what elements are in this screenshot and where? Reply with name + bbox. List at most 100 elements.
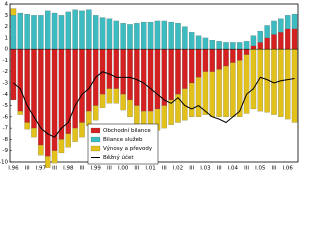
bar (134, 105, 140, 124)
bar (86, 111, 92, 126)
bar (202, 37, 209, 50)
bar (278, 49, 284, 117)
bar (250, 35, 257, 46)
bar (223, 65, 229, 117)
bar (141, 21, 147, 50)
bar (257, 30, 263, 43)
bar (189, 82, 195, 117)
bar (38, 15, 44, 50)
bar (264, 25, 270, 38)
bar (10, 8, 17, 16)
y-tick-label: -2 (3, 69, 8, 75)
bar (223, 49, 229, 67)
bar (168, 49, 174, 101)
x-tick-label: III (52, 166, 57, 172)
x-tick-label: I.03 (200, 166, 211, 172)
bar (38, 144, 44, 156)
bar (86, 49, 92, 112)
bar (120, 23, 126, 50)
bar (195, 77, 202, 117)
bar (223, 42, 229, 50)
bar (216, 41, 222, 50)
bar (168, 21, 174, 50)
bar (271, 34, 277, 50)
bar (31, 15, 37, 50)
bar (51, 12, 58, 50)
legend-label: Běžný účet (103, 154, 134, 161)
legend-label: Bilance služeb (103, 136, 143, 143)
bar (120, 49, 126, 95)
bar (106, 18, 113, 50)
bar (134, 23, 140, 50)
bar (161, 105, 167, 129)
x-tick-label: I.06 (283, 166, 294, 172)
bar (127, 99, 133, 117)
bar (237, 49, 243, 61)
y-tick-label: -5 (3, 103, 9, 109)
x-tick-label: I.98 (63, 166, 74, 172)
bar (58, 139, 65, 154)
bar (175, 94, 181, 123)
bar (72, 9, 78, 50)
bar (285, 15, 291, 29)
x-tick-label: III (80, 166, 85, 172)
bar (147, 49, 154, 112)
x-tick-label: III (244, 166, 249, 172)
legend-label: Výnosy a převody (103, 145, 153, 152)
y-tick-label: 0 (5, 47, 9, 53)
bar (250, 49, 257, 110)
chart: -10-9-8-7-6-5-4-3-2-101234I.96IIII.97III… (0, 2, 299, 172)
bar (291, 14, 298, 29)
x-tick-label: III (217, 166, 222, 172)
bar (278, 18, 284, 33)
bar (58, 49, 65, 140)
bar (38, 49, 44, 146)
bar (202, 71, 209, 115)
bar (175, 49, 181, 95)
bar (99, 94, 106, 108)
bar (271, 20, 277, 35)
bar (106, 49, 113, 89)
bar (216, 49, 222, 70)
legend-swatch (90, 136, 101, 143)
bar (230, 42, 236, 50)
x-tick-label: I.04 (228, 166, 239, 172)
bar (209, 49, 215, 72)
bar (216, 69, 222, 117)
bar (243, 54, 250, 114)
bar (189, 49, 195, 84)
y-tick-label: -10 (0, 160, 8, 166)
x-tick-label: III (25, 166, 30, 172)
bar (45, 49, 51, 157)
bar (17, 49, 23, 112)
bar (17, 111, 23, 115)
bar (72, 49, 78, 129)
bar (72, 128, 78, 142)
bar (45, 156, 51, 168)
bar (195, 35, 202, 50)
bar (182, 88, 188, 121)
bar (291, 49, 298, 123)
bar (237, 60, 243, 117)
bar (113, 49, 119, 89)
bar (154, 20, 161, 50)
bar (161, 49, 167, 106)
bar (65, 49, 71, 134)
bar (106, 88, 113, 104)
bar (243, 49, 250, 55)
x-tick-label: I.05 (255, 166, 266, 172)
bar (230, 62, 236, 117)
bar (127, 49, 133, 101)
bar (195, 49, 202, 78)
bar (237, 42, 243, 50)
bar (24, 14, 30, 50)
bar (161, 20, 167, 50)
bar (168, 99, 174, 125)
bar (182, 26, 188, 50)
y-tick-label: -1 (3, 58, 8, 64)
y-tick-label: -4 (3, 92, 9, 98)
line (13, 71, 295, 138)
x-tick-label: III (107, 166, 112, 172)
bar (209, 71, 215, 117)
bar (202, 49, 209, 72)
